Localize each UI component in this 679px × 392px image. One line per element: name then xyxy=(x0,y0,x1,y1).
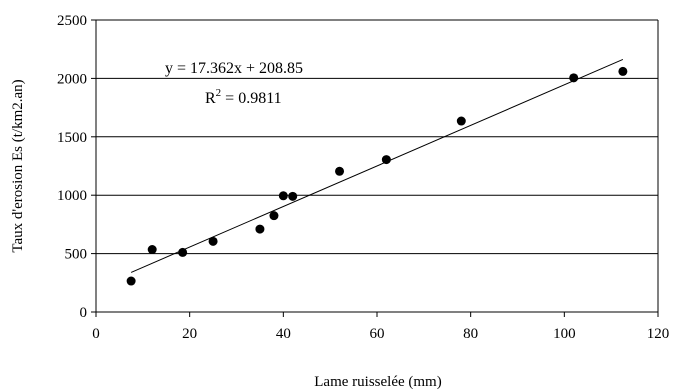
x-tick-label-80: 80 xyxy=(463,326,478,342)
x-tick-label-40: 40 xyxy=(276,326,291,342)
grid-lines xyxy=(96,19,658,255)
y-tick-label-2500: 2500 xyxy=(57,13,87,29)
x-tick-label-20: 20 xyxy=(182,326,197,342)
data-point-12 xyxy=(618,66,628,76)
data-point-10 xyxy=(456,116,466,126)
r-squared: R2 = 0.9811 xyxy=(205,87,282,107)
x-tick-label-100: 100 xyxy=(553,326,576,342)
y-tick-label-500: 500 xyxy=(65,247,88,263)
data-point-6 xyxy=(278,191,288,201)
data-point-7 xyxy=(288,191,298,201)
data-point-5 xyxy=(269,211,279,221)
x-axis-ticks: 0 20 40 60 80 100 120 xyxy=(92,312,669,342)
y-tick-label-0: 0 xyxy=(80,305,88,321)
data-point-3 xyxy=(208,236,218,246)
y-tick-label-1500: 1500 xyxy=(57,130,87,146)
data-point-9 xyxy=(381,155,391,165)
y-axis-title: Taux d'erosion Es (t/km2.an) xyxy=(10,79,26,252)
x-tick-label-60: 60 xyxy=(370,326,385,342)
data-point-8 xyxy=(335,166,345,176)
data-point-1 xyxy=(147,245,157,255)
data-points xyxy=(126,66,628,286)
data-point-0 xyxy=(126,276,136,286)
y-tick-label-1000: 1000 xyxy=(57,188,87,204)
x-axis-title: Lame ruisselée (mm) xyxy=(314,374,441,390)
x-tick-label-120: 120 xyxy=(647,326,670,342)
regression-equation: y = 17.362x + 208.85 xyxy=(165,60,303,77)
y-tick-label-2000: 2000 xyxy=(57,71,87,87)
x-tick-label-0: 0 xyxy=(92,326,100,342)
data-point-11 xyxy=(569,73,579,83)
y-axis-ticks: 0 500 1000 1500 2000 2500 xyxy=(57,13,96,321)
data-point-2 xyxy=(178,247,188,257)
data-point-4 xyxy=(255,224,265,234)
r-squared-exponent: 2 xyxy=(216,87,222,99)
